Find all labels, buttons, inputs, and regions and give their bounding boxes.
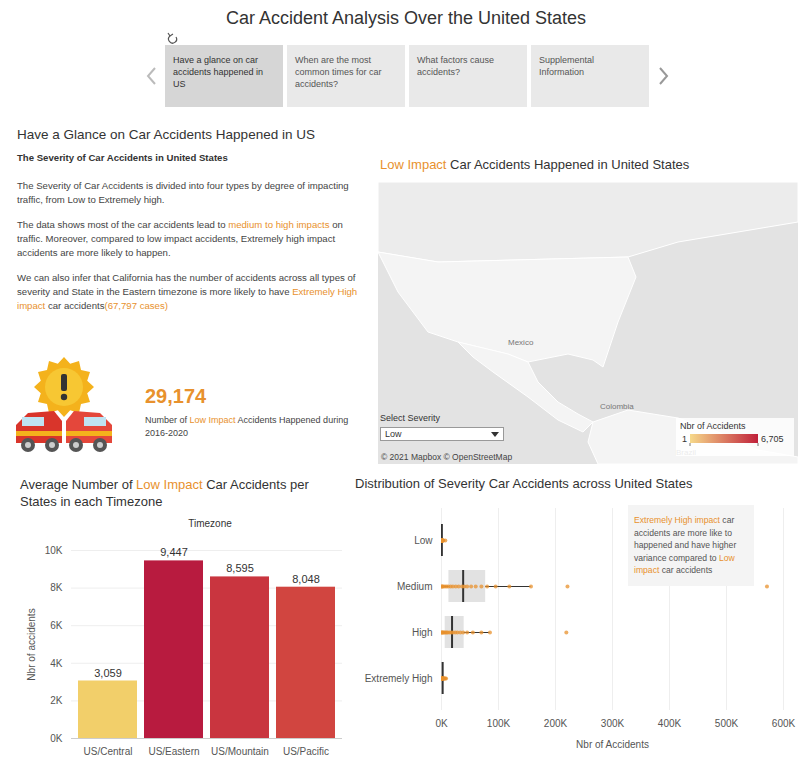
html-text:Low: Low (385, 429, 402, 439)
svg-text:High: High (412, 627, 433, 638)
svg-text:Nbr of Accidents: Nbr of Accidents (576, 739, 649, 750)
svg-text:Extremely High: Extremely High (365, 673, 433, 684)
html-text:Average Number of Low Impact C: Average Number of Low Impact Car Acciden… (20, 477, 309, 509)
html-text:Have a Glance on Car Accidents: Have a Glance on Car Accidents Happened … (17, 127, 315, 142)
html-text:29,174: 29,174 (145, 385, 207, 407)
svg-text:Mexico: Mexico (508, 338, 534, 347)
svg-text:6K: 6K (50, 620, 63, 631)
svg-text:3,059: 3,059 (94, 667, 122, 679)
html-text:The Severity of Car Accidents: The Severity of Car Accidents is divided… (17, 180, 349, 205)
svg-text:1: 1 (682, 434, 687, 444)
html-text:We can also infer that Califor: We can also infer that California has th… (17, 272, 358, 311)
svg-text:Nbr of Accidents: Nbr of Accidents (680, 421, 746, 431)
html-text:Extremely High impact car acci: Extremely High impact car accidents are … (634, 515, 737, 575)
svg-text:US/Mountain: US/Mountain (211, 746, 269, 757)
html-text:Timezone: Timezone (188, 518, 232, 529)
svg-text:Medium: Medium (397, 581, 433, 592)
svg-text:8,595: 8,595 (226, 562, 254, 574)
html-text:Number of Low Impact Accidents: Number of Low Impact Accidents Happened … (145, 415, 349, 438)
html-text:Select Severity: Select Severity (380, 413, 440, 423)
svg-text:4K: 4K (50, 658, 63, 669)
svg-text:2K: 2K (50, 695, 63, 706)
svg-text:600K: 600K (772, 718, 796, 729)
html-text:Low Impact Car Accidents Happe: Low Impact Car Accidents Happened in Uni… (380, 157, 690, 172)
svg-text:300K: 300K (601, 718, 625, 729)
svg-text:10K: 10K (45, 545, 63, 556)
html-text:Supplemental Information: Supplemental Information (539, 55, 594, 77)
html-text:Have a glance on car accidents: Have a glance on car accidents happened … (173, 55, 264, 89)
html-text:The Severity of Car Accidents: The Severity of Car Accidents in United … (17, 152, 228, 163)
svg-text:Colombia: Colombia (600, 402, 634, 411)
svg-text:Low: Low (414, 535, 433, 546)
svg-text:8K: 8K (50, 582, 63, 593)
svg-text:US/Pacific: US/Pacific (283, 746, 329, 757)
svg-text:100K: 100K (487, 718, 511, 729)
svg-text:US/Eastern: US/Eastern (148, 746, 199, 757)
svg-text:0K: 0K (50, 733, 63, 744)
svg-text:200K: 200K (544, 718, 568, 729)
svg-text:Nbr of accidents: Nbr of accidents (26, 608, 37, 680)
html-text:Distribution of Severity Car A: Distribution of Severity Car Accidents a… (355, 476, 693, 491)
html-text:When are the most common times: When are the most common times for car a… (295, 55, 382, 89)
svg-text:400K: 400K (658, 718, 682, 729)
svg-text:8,048: 8,048 (292, 573, 320, 585)
html-text:What factors cause accidents?: What factors cause accidents? (417, 55, 494, 77)
svg-text:500K: 500K (715, 718, 739, 729)
svg-text:6,705: 6,705 (761, 434, 784, 444)
svg-text:0K: 0K (435, 718, 448, 729)
svg-text:9,447: 9,447 (160, 546, 188, 558)
svg-text:US/Central: US/Central (84, 746, 133, 757)
html-text:Car Accident Analysis Over the: Car Accident Analysis Over the United St… (225, 8, 587, 28)
html-text:The data shows most of the car: The data shows most of the car accidents… (17, 219, 343, 258)
svg-text:© 2021 Mapbox © OpenStreetMap: © 2021 Mapbox © OpenStreetMap (381, 452, 512, 462)
